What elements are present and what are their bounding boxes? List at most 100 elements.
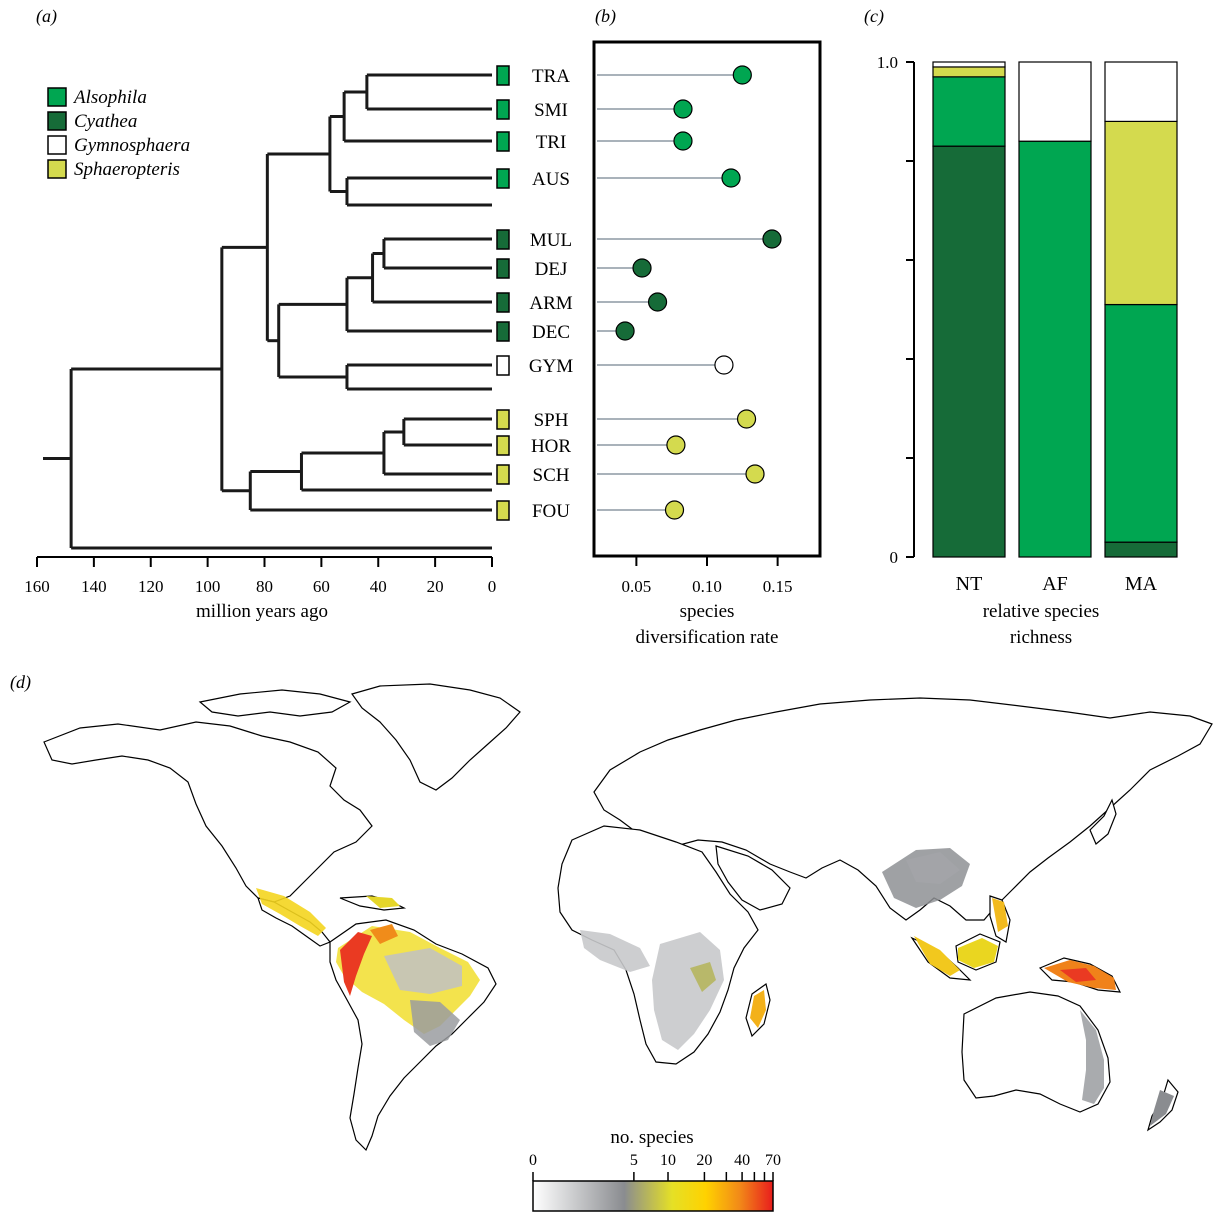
rate-axis-tick-label: 0.05 bbox=[622, 577, 652, 596]
time-axis-label: million years ago bbox=[196, 601, 328, 622]
richness-bar-segment bbox=[1018, 61, 1092, 142]
rate-point bbox=[666, 435, 686, 455]
greenland-outline bbox=[351, 683, 521, 791]
tip-label: MUL bbox=[530, 230, 572, 251]
time-axis-tick-label: 120 bbox=[138, 577, 164, 596]
richness-axis-tick-label: 1.0 bbox=[877, 53, 898, 72]
tip-marker bbox=[496, 229, 510, 250]
tip-label: TRA bbox=[532, 66, 570, 87]
legend-swatch bbox=[47, 135, 67, 155]
rate-axis: 0.05 0.10 0.15 bbox=[622, 556, 793, 596]
colorbar-title: no. species bbox=[610, 1127, 693, 1148]
rate-point bbox=[736, 409, 757, 429]
richness-bar-segment bbox=[1018, 140, 1092, 558]
japan-outline bbox=[1089, 798, 1117, 845]
richness-axis-label-line1: relative species bbox=[983, 601, 1100, 622]
tip-marker bbox=[496, 464, 510, 485]
rate-axis-tick-label: 0.10 bbox=[692, 577, 722, 596]
richness-bar-segment bbox=[1104, 303, 1178, 543]
rate-axis-tick-label: 0.15 bbox=[763, 577, 793, 596]
genus-legend: Alsophila Cyathea Gymnosphaera Sphaeropteri… bbox=[47, 87, 190, 180]
tip-marker bbox=[496, 435, 510, 456]
tip-label: DEJ bbox=[535, 259, 568, 280]
tip-marker bbox=[496, 99, 510, 120]
legend-swatch bbox=[47, 159, 67, 179]
legend-swatch bbox=[47, 111, 67, 131]
eurasia-outline bbox=[593, 697, 1213, 921]
tip-label: SCH bbox=[533, 465, 570, 486]
legend-label: Gymnosphaera bbox=[74, 135, 190, 156]
tip-marker bbox=[496, 131, 510, 152]
tip-marker bbox=[496, 409, 510, 430]
north-america-outline bbox=[43, 721, 373, 903]
richness-bar-segment bbox=[1104, 120, 1178, 306]
rate-point bbox=[632, 258, 652, 278]
tip-label: SMI bbox=[534, 100, 568, 121]
rate-point bbox=[732, 65, 752, 85]
panel-b-label: (b) bbox=[595, 6, 616, 27]
arctic-islands-outline bbox=[198, 689, 352, 717]
phylogeny-tree bbox=[43, 73, 492, 550]
tip-label: TRI bbox=[536, 132, 567, 153]
panel-c-label: (c) bbox=[864, 6, 884, 27]
legend-label: Alsophila bbox=[72, 87, 147, 108]
rate-point bbox=[721, 168, 741, 188]
world-map bbox=[43, 683, 1213, 1152]
rate-point bbox=[615, 321, 635, 341]
time-axis-tick-label: 80 bbox=[256, 577, 273, 596]
tip-label: HOR bbox=[531, 436, 571, 457]
colorbar-tick-label: 70 bbox=[765, 1152, 781, 1169]
panel-a-label: (a) bbox=[36, 6, 57, 27]
richness-axis: 1.00 bbox=[877, 53, 915, 567]
tip-label: GYM bbox=[529, 356, 573, 377]
time-axis-tick-label: 0 bbox=[488, 577, 497, 596]
legend-label: Sphaeropteris bbox=[74, 159, 180, 180]
richness-category-label: AF bbox=[1042, 573, 1068, 595]
tip-marker bbox=[496, 65, 510, 86]
time-axis-tick-label: 160 bbox=[24, 577, 50, 596]
richness-bar-segment bbox=[1104, 61, 1178, 123]
richness-category-label: MA bbox=[1125, 573, 1158, 595]
richness-bars: NT AF MA bbox=[932, 61, 1178, 595]
legend-swatch bbox=[47, 87, 67, 107]
time-axis: 160 140 120 100 80 60 40 20 0 bbox=[24, 556, 497, 596]
tip-labels: TRA SMI TRI AUS MUL DEJ ARM DEC GYM SPH HOR SCH FOU bbox=[529, 66, 573, 522]
tip-marker bbox=[496, 292, 510, 313]
tip-markers bbox=[496, 65, 510, 521]
colorbar-tick-label: 40 bbox=[734, 1152, 750, 1169]
rate-point bbox=[673, 131, 693, 151]
tip-marker bbox=[496, 258, 510, 279]
tip-marker bbox=[496, 500, 510, 521]
time-axis-tick-label: 100 bbox=[195, 577, 221, 596]
tip-marker bbox=[496, 355, 510, 376]
tip-marker bbox=[496, 168, 510, 189]
colorbar-tick-label: 10 bbox=[660, 1152, 676, 1169]
richness-bar-segment bbox=[932, 145, 1006, 558]
rate-point bbox=[714, 355, 734, 375]
richness-bar-segment bbox=[932, 61, 1006, 68]
tip-label: AUS bbox=[532, 169, 570, 190]
rate-point bbox=[673, 99, 693, 119]
arabia-outline bbox=[715, 845, 791, 911]
colorbar-tick-label: 5 bbox=[630, 1152, 638, 1169]
rate-point bbox=[647, 292, 668, 312]
tip-label: ARM bbox=[529, 293, 572, 314]
tip-label: DEC bbox=[532, 322, 570, 343]
time-axis-tick-label: 60 bbox=[313, 577, 330, 596]
tip-label: FOU bbox=[532, 501, 570, 522]
rate-point bbox=[745, 464, 765, 484]
richness-axis-tick-label: 0 bbox=[890, 548, 899, 567]
colorbar-tick-label: 20 bbox=[696, 1152, 712, 1169]
richness-bar-segment bbox=[932, 66, 1006, 78]
richness-category-label: NT bbox=[956, 573, 983, 595]
time-axis-tick-label: 20 bbox=[427, 577, 444, 596]
tip-marker bbox=[496, 321, 510, 342]
rate-lollipops bbox=[597, 65, 782, 520]
richness-bar-segment bbox=[1104, 541, 1178, 558]
time-axis-tick-label: 40 bbox=[370, 577, 387, 596]
rate-point bbox=[762, 229, 782, 249]
legend-label: Cyathea bbox=[74, 111, 137, 132]
australia-outline bbox=[961, 991, 1111, 1113]
rate-plot-frame bbox=[592, 40, 822, 558]
colorbar-ticks: 0 5 10 20 40 70 bbox=[529, 1152, 781, 1181]
